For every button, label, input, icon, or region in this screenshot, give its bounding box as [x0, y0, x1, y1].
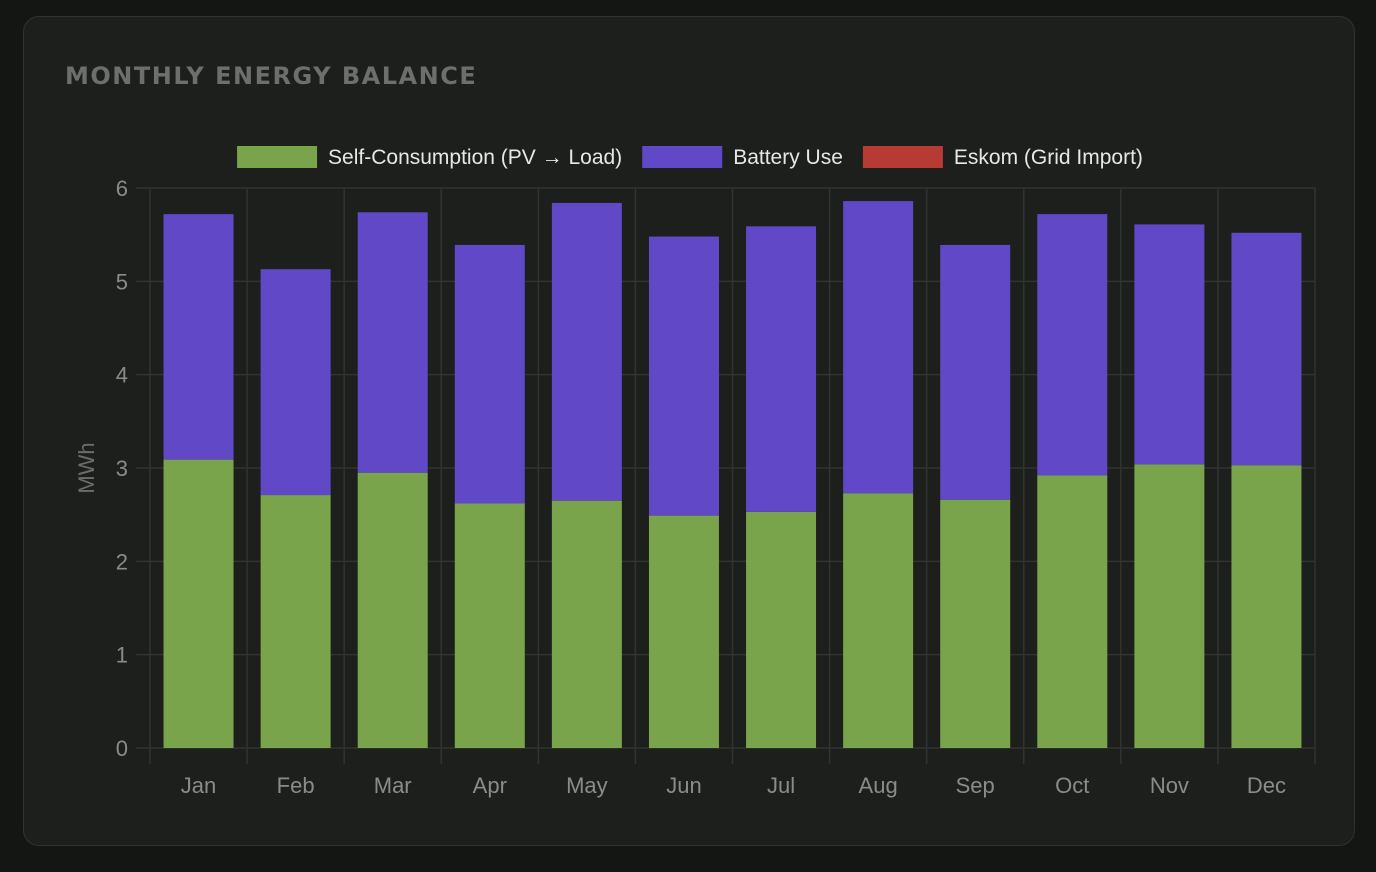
bar-self-consumption-aug[interactable] [843, 493, 914, 748]
legend-item[interactable]: Self-Consumption (PV → Load) [237, 146, 622, 169]
card-title: MONTHLY ENERGY BALANCE [65, 62, 478, 90]
bar-battery-feb[interactable] [260, 269, 331, 496]
x-tick-label: Aug [859, 773, 898, 798]
bar-self-consumption-mar[interactable] [357, 472, 428, 748]
bar-battery-dec[interactable] [1231, 232, 1302, 466]
legend-item[interactable]: Battery Use [642, 146, 843, 169]
y-axis-label: MWh [74, 442, 99, 493]
x-tick-label: Jan [181, 773, 216, 798]
legend-swatch [862, 146, 943, 168]
grid-lines [136, 187, 1316, 764]
x-tick-label: Feb [277, 773, 315, 798]
bar-self-consumption-apr[interactable] [454, 503, 525, 748]
y-tick-label: 6 [116, 176, 128, 201]
x-axis: Jan Feb Mar Apr May Jun Jul Aug Sep Oct Nov Dec [181, 773, 1286, 798]
y-tick-label: 3 [116, 456, 128, 481]
bar-self-consumption-jul[interactable] [746, 511, 817, 748]
legend-swatch [642, 146, 723, 168]
x-tick-label: Sep [956, 773, 995, 798]
bar-battery-oct[interactable] [1037, 214, 1108, 476]
x-tick-label: Dec [1247, 773, 1286, 798]
legend-item[interactable]: Eskom (Grid Import) [862, 146, 1143, 169]
y-tick-label: 0 [116, 736, 128, 761]
bar-battery-may[interactable] [551, 202, 622, 501]
bar-battery-jul[interactable] [746, 226, 817, 512]
x-tick-label: Nov [1150, 773, 1189, 798]
bar-self-consumption-nov[interactable] [1134, 464, 1205, 748]
x-tick-label: Apr [473, 773, 507, 798]
bar-battery-apr[interactable] [454, 244, 525, 504]
x-tick-label: Oct [1055, 773, 1089, 798]
bar-battery-aug[interactable] [843, 201, 914, 494]
legend[interactable]: Self-Consumption (PV → Load) Battery Use E… [237, 146, 1143, 169]
x-tick-label: Jul [767, 773, 795, 798]
legend-label: Battery Use [733, 146, 843, 169]
bar-battery-sep[interactable] [940, 244, 1011, 500]
bar-self-consumption-feb[interactable] [260, 495, 331, 748]
y-axis: 0 1 2 3 4 5 6 [116, 176, 128, 761]
y-tick-label: 2 [116, 549, 128, 574]
bar-battery-jun[interactable] [648, 236, 719, 516]
legend-label: Eskom (Grid Import) [954, 146, 1143, 169]
bar-battery-nov[interactable] [1134, 224, 1205, 465]
bar-self-consumption-dec[interactable] [1231, 465, 1302, 748]
y-tick-label: 4 [116, 363, 128, 388]
y-tick-label: 5 [116, 269, 128, 294]
legend-swatch [237, 146, 318, 168]
bar-self-consumption-jan[interactable] [163, 459, 234, 748]
bars [163, 201, 1302, 748]
bar-self-consumption-jun[interactable] [648, 515, 719, 748]
bar-self-consumption-sep[interactable] [940, 499, 1011, 748]
y-tick-label: 1 [116, 643, 128, 668]
legend-label: Self-Consumption (PV → Load) [328, 146, 622, 169]
bar-self-consumption-oct[interactable] [1037, 475, 1108, 748]
bar-battery-mar[interactable] [357, 212, 428, 473]
x-tick-label: Jun [666, 773, 701, 798]
x-tick-label: May [566, 773, 608, 798]
x-tick-label: Mar [374, 773, 412, 798]
bar-battery-jan[interactable] [163, 214, 234, 460]
bar-self-consumption-may[interactable] [551, 500, 622, 748]
